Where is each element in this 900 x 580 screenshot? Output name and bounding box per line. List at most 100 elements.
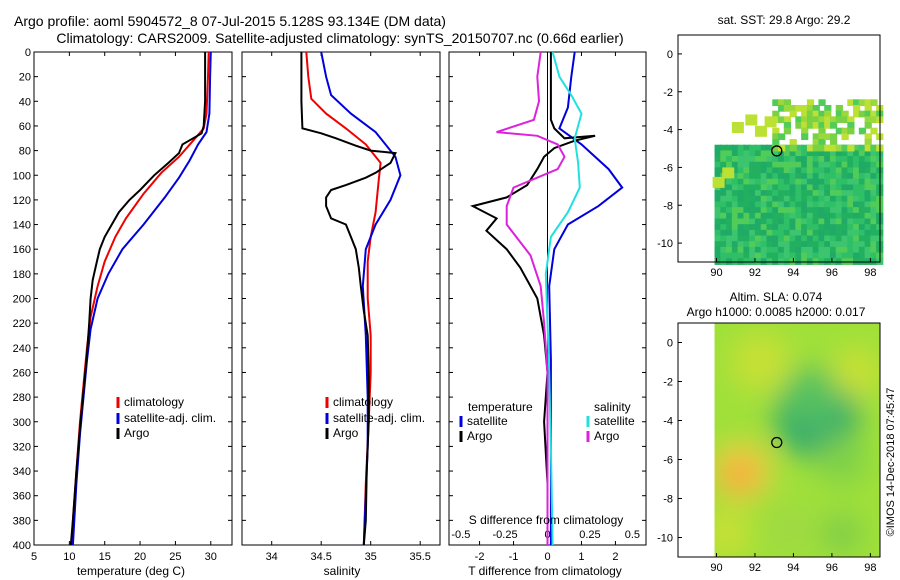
sst-cell [853,99,861,107]
sst-cell [789,218,797,226]
sst-cell [801,127,809,135]
sst-cell [841,161,849,169]
sst-cell [731,190,740,197]
x-tick-label: 35 [365,551,377,563]
x-tick-label: 98 [864,562,876,574]
sst-cell [714,201,722,209]
sst-cell [847,167,855,175]
sst-cell [829,235,838,243]
sst-cell [743,224,751,231]
sst-cell [720,207,728,214]
sst-cell [853,207,861,214]
sst-cell [731,195,740,203]
y-tick-label: 180 [13,269,31,281]
sst-cell [766,235,774,243]
x-tick-label: 92 [749,267,761,279]
sst-cell [858,110,867,118]
sst-cell [737,241,745,248]
sst-cell [714,235,722,243]
sst-cell [818,241,826,248]
sst-cell [858,246,867,254]
sst-cell [812,201,820,209]
sst-cell [812,139,820,146]
sst-cell [726,144,734,152]
sst-cell [743,241,751,248]
sst-cell [778,201,786,209]
sst-cell [737,178,745,186]
sst-cell [731,207,740,214]
sst-cell [824,246,832,254]
sst-cell [778,99,786,107]
sst-cell [853,252,861,260]
sst-cell [818,218,826,226]
sst-cell [824,178,832,186]
sst-cell [864,212,872,220]
sst-cell [789,139,797,146]
sst-cell [783,195,792,203]
x-tick-label: 94 [787,562,799,574]
sst-cell [760,252,768,260]
sst-cell [714,156,722,163]
sst-cell [870,167,878,175]
sst-cell [737,195,745,203]
sst-cell [720,235,728,243]
sst-cell [870,195,878,203]
sst-cell [737,224,745,231]
sst-cell [858,161,867,169]
sst-cell [754,184,763,192]
sst-cell [754,195,763,203]
sst-cell [818,161,826,169]
sla-blob [831,346,880,397]
sst-cell [835,252,843,260]
sst-cell [783,212,792,220]
series-line [69,52,207,546]
sst-cell [806,207,815,214]
sst-cell [737,229,745,237]
sst-cell [806,144,815,152]
y-tick-label: 0 [667,49,673,61]
y-tick-label: -8 [663,200,673,212]
sla-map-panel: 90 92 94 96 98 0 -2 -4 -6 -8 -10 [657,322,881,574]
sst-cell [760,235,768,243]
s-tick-label: 0.5 [625,529,640,541]
sst-cell [783,241,792,248]
sst-cell [789,156,797,163]
sst-cell [818,144,826,152]
sst-cell [795,195,803,203]
sst-cell [829,195,838,203]
sst-cell [858,235,867,243]
sst-cell [847,229,855,237]
sst-cell [743,246,751,254]
sst-cell [772,161,780,169]
sst-cell [772,156,780,163]
sst-cell [766,252,774,260]
sst-cell [864,144,872,152]
sst-cell [853,212,861,220]
sst-cell [870,161,878,169]
sst-cell [818,212,826,220]
sst-cell [835,116,843,124]
sst-cell [818,201,826,209]
sst-cell [801,190,809,197]
sst-cell [818,139,826,146]
sst-cell [801,195,809,203]
series-line [300,52,397,546]
y-tick-label: 100 [13,170,31,182]
sst-cell [806,116,815,124]
sst-cell [720,144,728,152]
sst-cell [783,122,792,129]
sst-cell [772,252,780,260]
sst-cell [824,144,832,152]
sst-cell [847,246,855,254]
sst-cell [743,167,751,175]
sst-cell [789,144,797,152]
sst-cell [737,167,745,175]
sst-cell [835,241,843,248]
sst-cell [749,178,757,186]
sst-cell [841,167,849,175]
sst-cell [847,252,855,260]
sst-cell [858,229,867,237]
sst-cell [858,167,867,175]
sst-cell [731,178,740,186]
sst-cell [801,133,809,141]
